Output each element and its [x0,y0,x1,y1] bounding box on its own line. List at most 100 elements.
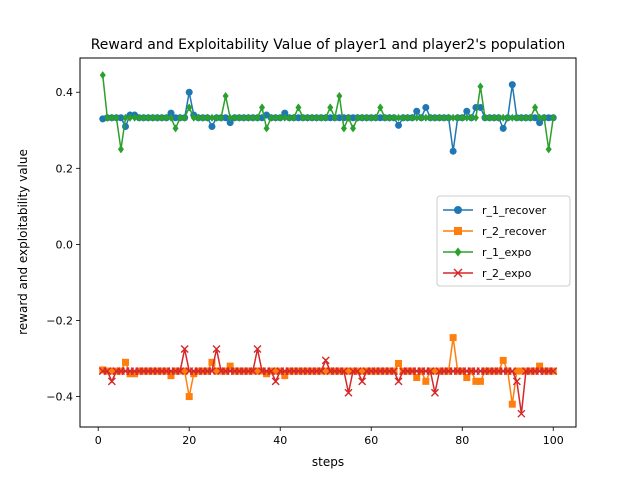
data-point [517,409,526,418]
data-point [226,362,234,370]
data-point [231,113,238,122]
y-axis-label: reward and exploitability value [16,149,30,335]
data-point [527,113,534,122]
data-point [449,147,457,155]
data-point [304,113,311,122]
data-point [318,113,325,122]
x-stroke [207,367,216,376]
data-point [299,113,306,122]
legend-item: r_2_recover [443,225,547,238]
data-point [381,113,388,122]
data-point [476,377,484,385]
data-point [389,367,398,376]
data-point [372,113,379,122]
data-point [222,92,229,101]
data-point [358,367,366,375]
data-point [395,121,403,129]
x-stroke [271,377,280,386]
x-axis: 0 20 40 60 80 100 [95,427,564,447]
legend-marker [453,268,463,278]
data-point [518,113,525,122]
data-point [145,113,152,122]
data-point [331,113,338,122]
data-point [245,113,252,122]
data-point [322,113,329,122]
data-point [263,124,270,133]
data-point [486,113,493,122]
data-point [122,122,130,130]
series-line [102,75,554,150]
x-tick-label: 40 [273,434,287,447]
data-point [213,113,220,122]
data-point [409,113,416,122]
data-point [113,113,120,122]
data-point [532,103,539,112]
data-point [541,113,548,122]
x-stroke [394,377,403,386]
x-stroke [517,409,526,418]
x-stroke [549,367,558,376]
data-point [218,113,225,122]
data-point [271,377,280,386]
x-stroke [426,367,435,376]
data-point [248,367,257,376]
data-point [167,372,175,380]
data-point [504,113,511,122]
data-point [177,113,184,122]
x-tick-label: 20 [182,434,196,447]
data-point [208,358,216,366]
data-point [207,367,216,376]
data-point [359,113,366,122]
data-point [281,372,289,380]
legend-marker [454,227,462,235]
data-point [295,103,302,112]
y-tick-label: −0.2 [46,314,73,327]
data-point [240,113,247,122]
data-point [181,367,189,375]
data-point [363,113,370,122]
x-stroke [344,388,353,397]
x-stroke [430,388,439,397]
data-point [263,370,271,378]
series-line [102,348,554,414]
data-point [253,367,261,375]
data-point [272,367,280,375]
data-point [404,113,411,122]
legend-marker [454,206,462,214]
legend-label: r_1_expo [482,246,532,259]
data-point [103,367,112,376]
data-point [336,92,343,101]
data-point [313,113,320,122]
y-tick-label: 0.0 [56,238,74,251]
data-point [445,113,452,122]
data-point [126,370,134,378]
data-point [108,113,115,122]
data-point [321,356,330,365]
data-point [499,356,507,364]
data-point [258,103,266,112]
x-stroke [103,367,112,376]
x-stroke [512,377,521,386]
data-point [353,367,362,376]
x-stroke [253,345,262,354]
data-point [208,113,215,122]
data-point [222,114,230,122]
legend-box [436,195,571,287]
data-point [463,374,471,382]
x-stroke [317,367,326,376]
plot-frame [79,57,577,428]
data-point [344,367,352,375]
data-point [491,113,498,122]
data-point [199,113,206,122]
series-r-2-expo [98,345,558,418]
data-point [413,113,420,122]
data-point [99,366,107,374]
data-point [427,113,434,122]
data-point [281,113,288,122]
data-point [131,113,138,122]
data-point [390,113,398,122]
data-point [99,71,106,80]
y-tick-label: 0.2 [56,162,74,175]
data-point [286,113,293,122]
data-point [463,113,470,122]
